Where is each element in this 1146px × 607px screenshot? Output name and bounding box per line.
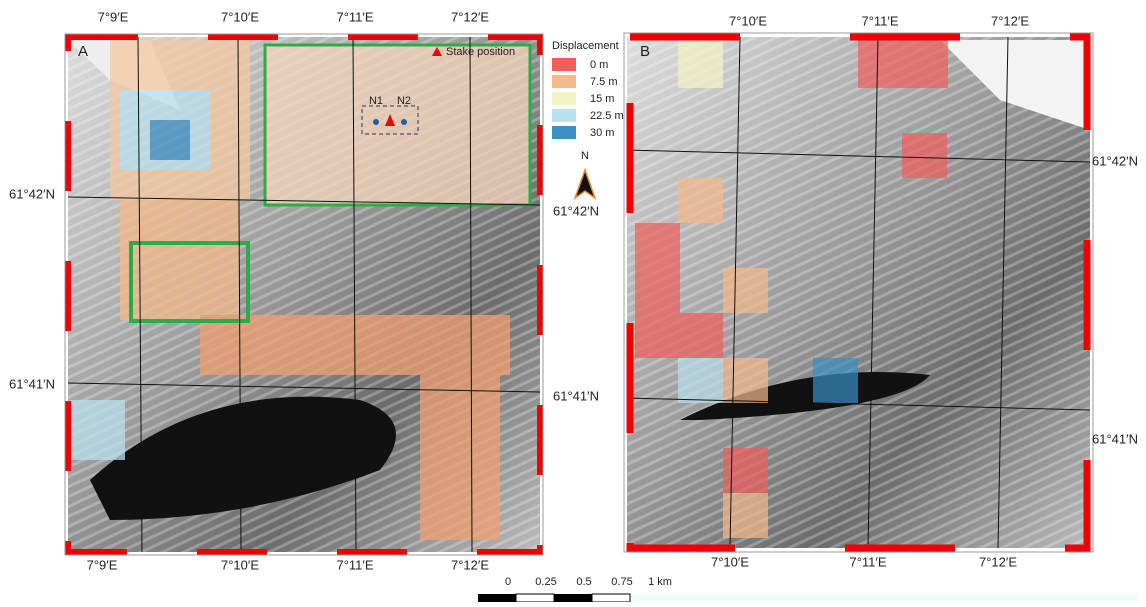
legend-label: 22.5 m bbox=[590, 110, 624, 122]
panel-label: B bbox=[640, 43, 650, 60]
map-shape bbox=[723, 448, 768, 493]
scale-segment bbox=[592, 594, 630, 602]
legend-swatch bbox=[552, 109, 576, 122]
map-shape bbox=[265, 45, 530, 205]
map-shape bbox=[635, 223, 680, 358]
lat-label: 61°41′N bbox=[1092, 431, 1138, 446]
lon-label: 7°12′E bbox=[451, 9, 489, 24]
scale-label: 0.5 bbox=[576, 576, 591, 588]
map-shape bbox=[150, 120, 190, 160]
legend-label: 0 m bbox=[590, 59, 608, 71]
legend-swatch bbox=[552, 58, 576, 71]
map-shape bbox=[723, 358, 768, 403]
lon-label: 7°10′E bbox=[221, 9, 259, 24]
legend-swatch bbox=[552, 75, 576, 88]
legend-title: Displacement bbox=[552, 40, 619, 52]
point-label: N1 bbox=[369, 95, 383, 107]
lon-label: 7°11′E bbox=[861, 13, 898, 28]
scale-segment bbox=[516, 594, 554, 602]
figure: Stake position N1 N2 A 7°9′E 7°10′E 7°11… bbox=[0, 0, 1146, 602]
scale-bar: 0 0.25 0.5 0.75 1 km bbox=[478, 576, 1138, 602]
map-shape bbox=[70, 400, 125, 460]
scale-label: 0.75 bbox=[611, 576, 632, 588]
lon-label: 7°11′E bbox=[849, 554, 886, 569]
legend-label: 30 m bbox=[590, 127, 614, 139]
map-shape bbox=[120, 200, 240, 320]
map-shape bbox=[858, 40, 948, 88]
lat-label: 61°42′N bbox=[9, 186, 55, 201]
panel-b: B 7°10′E 7°11′E 7°12′E 7°10′E 7°11′E 7°1… bbox=[624, 13, 1138, 569]
scale-label: 0.25 bbox=[535, 576, 556, 588]
map-shape bbox=[678, 40, 723, 88]
lon-label: 7°12′E bbox=[451, 557, 489, 572]
lat-label: 61°42′N bbox=[1092, 153, 1138, 168]
lon-label: 7°11′E bbox=[336, 9, 373, 24]
north-arrow bbox=[575, 170, 595, 198]
scale-label: 0 bbox=[505, 576, 511, 588]
terrain-texture bbox=[627, 37, 1090, 548]
panel-a: Stake position N1 N2 A 7°9′E 7°10′E 7°11… bbox=[9, 9, 599, 572]
scale-segment bbox=[478, 594, 516, 602]
point-label: N2 bbox=[397, 95, 411, 107]
map-shape bbox=[813, 358, 858, 403]
map-shape bbox=[678, 358, 723, 403]
lon-label: 7°10′E bbox=[711, 554, 749, 569]
point-n2 bbox=[401, 119, 407, 125]
legend-label: 15 m bbox=[590, 93, 614, 105]
lon-label: 7°12′E bbox=[979, 554, 1017, 569]
map-shape bbox=[680, 313, 723, 358]
stake-legend: Stake position bbox=[446, 46, 515, 58]
point-n1 bbox=[373, 119, 379, 125]
lat-label: 61°41′N bbox=[9, 376, 55, 391]
scale-segment bbox=[554, 594, 592, 602]
lon-label: 7°9′E bbox=[98, 9, 129, 24]
map-shape bbox=[723, 268, 768, 313]
lon-label: 7°10′E bbox=[729, 13, 767, 28]
map-shape bbox=[678, 178, 723, 223]
scale-label: 1 km bbox=[648, 576, 672, 588]
lat-label: 61°41′N bbox=[553, 388, 599, 403]
legend-swatch bbox=[552, 126, 576, 139]
lat-label: 61°42′N bbox=[553, 203, 599, 218]
lon-label: 7°12′E bbox=[991, 13, 1029, 28]
lon-label: 7°9′E bbox=[87, 557, 118, 572]
panel-label: A bbox=[78, 43, 88, 60]
map-shape bbox=[420, 370, 500, 540]
legend: Displacement N 0 m 7.5 m 15 m 22.5 m 30 m bbox=[552, 40, 624, 198]
lon-label: 7°10′E bbox=[221, 557, 259, 572]
map-shape bbox=[902, 133, 947, 178]
legend-swatch bbox=[552, 92, 576, 105]
north-label: N bbox=[581, 150, 589, 162]
lon-label: 7°11′E bbox=[336, 557, 373, 572]
legend-label: 7.5 m bbox=[590, 76, 618, 88]
map-shape bbox=[723, 493, 768, 538]
